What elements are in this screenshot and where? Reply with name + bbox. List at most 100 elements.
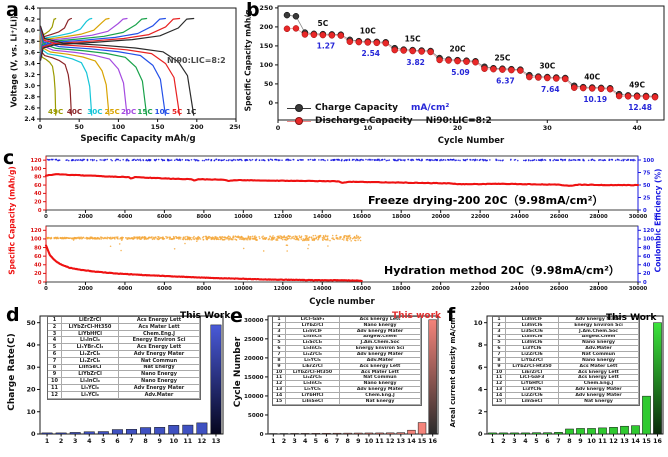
panel-a-composition-annotation: Ni90:LIC=8:2 xyxy=(167,56,226,65)
e-bars: 1 2 3 4 5 6 7 8 9 10 11 12 13 14 15 16 xyxy=(269,319,438,445)
svg-text:250: 250 xyxy=(259,4,273,12)
svg-text:15000: 15000 xyxy=(244,375,264,381)
b-rate-label-15C: 15C xyxy=(405,35,421,44)
journal-cell: Adv Energy Mater xyxy=(119,384,200,392)
material-cell: Li3ScCl6 xyxy=(506,328,559,335)
bar-10 xyxy=(364,432,374,435)
xtick-1: 1 xyxy=(271,438,275,445)
svg-text:150: 150 xyxy=(151,123,165,131)
bar-6 xyxy=(543,432,552,435)
svg-text:100: 100 xyxy=(30,166,41,172)
svg-text:8: 8 xyxy=(478,341,483,349)
svg-text:60: 60 xyxy=(34,183,42,189)
svg-text:120: 120 xyxy=(643,228,654,234)
svg-text:10000: 10000 xyxy=(234,214,253,220)
panel-d-this-work-label: This Work xyxy=(180,311,231,321)
journal-cell: Nano Energy xyxy=(340,322,421,329)
freeze-drying-title: Freeze drying-200 20C（9.98mA/cm²） xyxy=(368,194,604,207)
rank-cell: 1 xyxy=(273,317,286,323)
bar-7 xyxy=(126,429,137,435)
material-cell: Li₃InClF xyxy=(286,328,340,335)
svg-text:2000: 2000 xyxy=(78,286,93,292)
svg-text:4.0: 4.0 xyxy=(24,27,35,34)
bar-11 xyxy=(375,432,384,435)
journal-cell: Nano Energy xyxy=(119,378,200,385)
svg-text:60: 60 xyxy=(34,254,42,260)
bar-5 xyxy=(532,432,541,435)
bar-5 xyxy=(97,431,109,435)
b-rate-label-49C: 49C xyxy=(629,81,645,90)
material-cell: Li2ZrCl6 xyxy=(506,392,559,399)
discharge-curve-10C xyxy=(39,27,166,116)
material-cell: Li₃ScCl₆ xyxy=(286,340,340,347)
c_top-plot: 0 20 40 60 80 100 120 0 25 50 75 100 0 2000 4000 6000 80… xyxy=(30,155,654,220)
svg-text:6: 6 xyxy=(478,363,483,371)
rank-cell: 7 xyxy=(273,352,286,358)
rank-cell: 10 xyxy=(48,378,62,385)
journal-cell: Acs Energy Lett xyxy=(119,344,200,351)
svg-text:12000: 12000 xyxy=(274,214,293,220)
svg-text:3.8: 3.8 xyxy=(24,39,35,46)
a-plot: 0 50 100 150 200 250 2.4 2.6 2.8 3.0 3.2 3.4 3.6 3.8 4… xyxy=(24,5,240,131)
svg-text:28000: 28000 xyxy=(589,214,608,220)
c_top-efficiency-points xyxy=(46,158,636,162)
b-current-label-20C: 5.09 xyxy=(451,68,470,77)
bar-7 xyxy=(332,432,342,435)
journal-cell: Adv.Mater xyxy=(119,391,200,399)
rank-cell: 6 xyxy=(273,346,286,353)
rate-label-49C: 49C xyxy=(48,107,63,116)
b-current-label-49C: 12.48 xyxy=(628,103,652,112)
legend-charge-label: Charge Capacity xyxy=(315,103,398,113)
xtick-7: 7 xyxy=(129,438,133,445)
rank-cell: 13 xyxy=(493,387,506,393)
material-cell: LiCl–GaF₃ xyxy=(286,317,340,323)
journal-cell: Adv Energy Mater xyxy=(340,328,421,335)
bar-1 xyxy=(488,432,497,435)
rank-cell: 10 xyxy=(273,369,286,376)
svg-text:75: 75 xyxy=(643,170,651,176)
panel-d-label: d xyxy=(6,304,20,326)
material-cell: Li3YCl6 xyxy=(506,387,559,393)
journal-cell: Chem.Eng.J xyxy=(559,381,639,388)
panel-f-label: f xyxy=(447,304,456,326)
b-rate-label-30C: 30C xyxy=(539,62,555,71)
svg-text:18000: 18000 xyxy=(392,286,411,292)
svg-text:4.4: 4.4 xyxy=(24,5,35,12)
rank-cell: 15 xyxy=(273,398,286,405)
svg-text:250: 250 xyxy=(229,123,240,131)
svg-text:25: 25 xyxy=(643,195,651,201)
bar-8 xyxy=(565,428,574,435)
svg-text:22000: 22000 xyxy=(471,286,490,292)
rank-cell: 6 xyxy=(493,346,506,353)
c_top-capacity-curve xyxy=(44,173,640,187)
bar-13 xyxy=(396,432,405,435)
xtick-10: 10 xyxy=(587,438,596,445)
material-cell: Li₃InCl₆ xyxy=(286,346,340,353)
xtick-7: 7 xyxy=(335,438,339,445)
svg-text:40: 40 xyxy=(26,341,36,349)
svg-text:50: 50 xyxy=(264,80,274,88)
material-cell: Li₃InCl₆ xyxy=(62,337,119,345)
xtick-9: 9 xyxy=(356,438,360,445)
rank-cell: 4 xyxy=(493,334,506,341)
material-cell: Li2ZrCl6 xyxy=(506,352,559,358)
svg-text:0: 0 xyxy=(643,208,647,214)
xtick-8: 8 xyxy=(345,438,349,445)
journal-cell: Nat Energy xyxy=(340,398,421,405)
panel-f-this-work-label: This Work xyxy=(606,313,657,323)
rate-label-10C: 10C xyxy=(155,107,170,116)
b-rate-label-20C: 20C xyxy=(450,45,466,54)
svg-text:120: 120 xyxy=(30,228,41,234)
svg-text:0: 0 xyxy=(31,430,36,438)
svg-text:3.0: 3.0 xyxy=(24,83,35,90)
bar-4 xyxy=(83,431,95,435)
bar-6 xyxy=(322,432,331,435)
panel-b-xlabel: Cycle Number xyxy=(437,136,505,146)
xtick-5: 5 xyxy=(101,438,105,445)
xtick-12: 12 xyxy=(609,438,618,445)
bar-9 xyxy=(154,427,166,435)
bar-5 xyxy=(311,433,320,435)
bar-2 xyxy=(499,432,508,435)
rate-label-40C: 40C xyxy=(67,107,82,116)
